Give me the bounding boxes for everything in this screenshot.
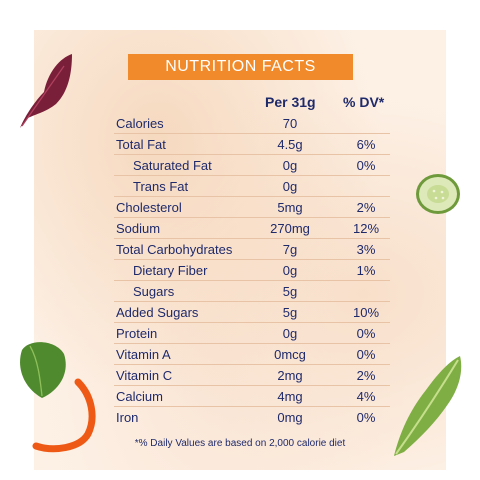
nutrition-table: Calories 70 Total Fat 4.5g 6% Saturated … — [114, 113, 390, 427]
nutrient-dv: 3% — [356, 241, 376, 257]
nutrient-dv: 4% — [356, 388, 376, 404]
nutrient-dv: 12% — [352, 220, 380, 236]
nutrient-row: Added Sugars 5g 10% — [114, 302, 390, 323]
nutrient-name: Protein — [116, 325, 158, 341]
nutrient-name: Total Fat — [116, 136, 166, 152]
nutrient-dv: 6% — [356, 136, 376, 152]
nutrient-row: Cholesterol 5mg 2% — [114, 197, 390, 218]
red-leaf-icon — [20, 54, 72, 128]
nutrient-row: Calories 70 — [114, 113, 390, 134]
per-serving-header: Per 31g — [265, 94, 316, 110]
nutrient-row: Vitamin A 0mcg 0% — [114, 344, 390, 365]
nutrient-amount: 5mg — [277, 199, 303, 215]
nutrient-row: Dietary Fiber 0g 1% — [114, 260, 390, 281]
nutrient-dv: 0% — [356, 409, 376, 425]
nutrient-name: Sodium — [116, 220, 161, 236]
nutrient-amount: 270mg — [270, 220, 310, 236]
nutrient-row: Trans Fat 0g — [114, 176, 390, 197]
nutrient-name: Sugars — [133, 283, 175, 299]
orange-pepper-strip-icon — [32, 378, 96, 453]
nutrient-name: Total Carbohydrates — [116, 241, 233, 257]
nutrient-amount: 2mg — [277, 367, 303, 383]
cucumber-slice-icon — [416, 174, 460, 214]
nutrient-name: Iron — [116, 409, 139, 425]
nutrient-name: Calcium — [116, 388, 163, 404]
nutrient-name: Saturated Fat — [133, 157, 212, 173]
nutrient-amount: 0g — [282, 262, 298, 278]
nutrient-row: Sodium 270mg 12% — [114, 218, 390, 239]
nutrient-row: Iron 0mg 0% — [114, 407, 390, 427]
nutrient-row: Total Fat 4.5g 6% — [114, 134, 390, 155]
green-lettuce-icon — [394, 356, 462, 456]
nutrient-amount: 0mg — [277, 409, 303, 425]
nutrient-name: Added Sugars — [116, 304, 199, 320]
nutrient-dv: 2% — [356, 367, 376, 383]
nutrient-row: Total Carbohydrates 7g 3% — [114, 239, 390, 260]
nutrient-row: Vitamin C 2mg 2% — [114, 365, 390, 386]
page-title: NUTRITION FACTS — [128, 54, 353, 80]
nutrient-amount: 7g — [282, 241, 298, 257]
nutrient-dv: 2% — [356, 199, 376, 215]
nutrient-row: Calcium 4mg 4% — [114, 386, 390, 407]
nutrient-dv: 0% — [356, 346, 376, 362]
nutrient-amount: 4mg — [277, 388, 303, 404]
nutrient-name: Vitamin A — [116, 346, 171, 362]
nutrient-name: Vitamin C — [116, 367, 173, 383]
daily-value-header: % DV* — [343, 94, 385, 110]
nutrient-name: Calories — [116, 115, 164, 131]
nutrient-name: Cholesterol — [116, 199, 182, 215]
basil-leaf-icon — [20, 342, 66, 398]
nutrient-amount: 5g — [282, 304, 298, 320]
nutrient-amount: 4.5g — [277, 136, 303, 152]
nutrient-dv: 1% — [356, 262, 376, 278]
nutrient-name: Dietary Fiber — [133, 262, 208, 278]
nutrient-dv: 0% — [356, 325, 376, 341]
nutrient-name: Trans Fat — [133, 178, 189, 194]
nutrient-row: Sugars 5g — [114, 281, 390, 302]
nutrient-amount: 0g — [282, 325, 298, 341]
nutrient-row: Protein 0g 0% — [114, 323, 390, 344]
nutrient-amount: 70 — [282, 115, 298, 131]
nutrient-dv: 10% — [352, 304, 380, 320]
nutrient-row: Saturated Fat 0g 0% — [114, 155, 390, 176]
nutrient-dv: 0% — [356, 157, 376, 173]
nutrient-amount: 5g — [282, 283, 298, 299]
footnote: *% Daily Values are based on 2,000 calor… — [134, 438, 346, 449]
nutrient-amount: 0g — [282, 178, 298, 194]
nutrient-amount: 0g — [282, 157, 298, 173]
nutrient-amount: 0mcg — [274, 346, 306, 362]
nutrition-card — [34, 30, 446, 470]
